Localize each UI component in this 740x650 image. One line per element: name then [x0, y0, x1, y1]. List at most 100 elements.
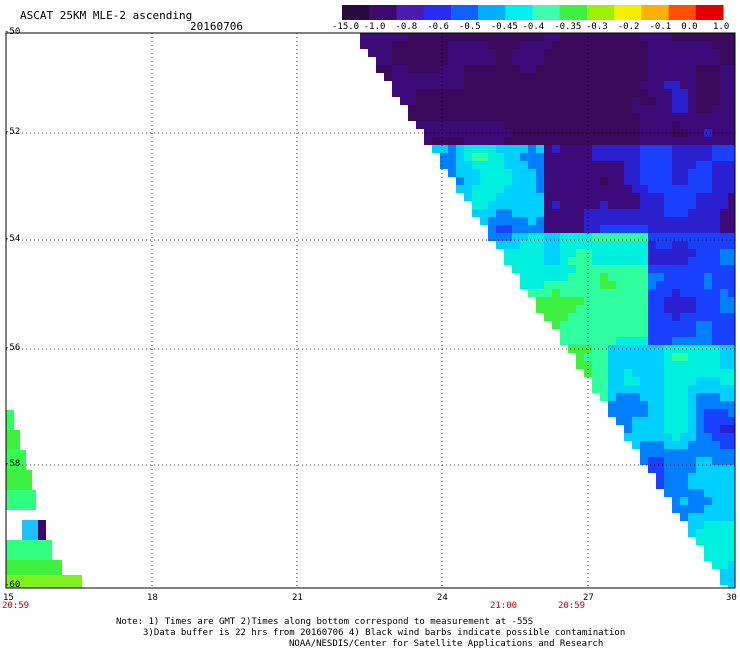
swath-cell	[616, 305, 624, 313]
swath-cell	[632, 281, 640, 289]
swath-cell	[552, 81, 560, 89]
swath-cell	[600, 225, 608, 233]
swath-cell	[640, 401, 648, 409]
swath-cell	[624, 161, 632, 169]
swath-cell	[632, 385, 640, 393]
swath-cell	[512, 233, 520, 241]
swath-cell	[712, 489, 720, 497]
swath-cell	[400, 57, 408, 65]
swath-cell	[576, 153, 584, 161]
swath-cell	[672, 273, 680, 281]
swath-cell	[632, 121, 640, 129]
swath-cell	[680, 65, 688, 73]
swath-cell	[688, 65, 696, 73]
swath-cell	[704, 441, 712, 449]
swath-cell	[728, 249, 735, 257]
swath-cell	[504, 161, 512, 169]
swath-cell	[536, 177, 544, 185]
swath-cell	[544, 121, 552, 129]
swath-cell	[696, 457, 704, 465]
swath-cell	[528, 201, 536, 209]
swath-cell	[720, 113, 728, 121]
swath-cell	[688, 297, 696, 305]
swath-cell	[704, 153, 712, 161]
swath-cell	[728, 329, 735, 337]
swath-cell	[696, 241, 704, 249]
swath-cell	[680, 97, 688, 105]
swath-cell	[592, 297, 600, 305]
swath-cell	[720, 361, 728, 369]
swath-cell	[456, 57, 464, 65]
swath-cell	[560, 217, 568, 225]
swath-cell	[608, 385, 616, 393]
swath-cell	[656, 257, 664, 265]
swath-cell	[392, 73, 400, 81]
swath-cell	[552, 185, 560, 193]
swath-cell	[552, 113, 560, 121]
swath-cell	[608, 241, 616, 249]
swath-cell	[624, 121, 632, 129]
swath-cell	[448, 161, 456, 169]
swath-cell	[432, 89, 440, 97]
swath-cell	[440, 49, 448, 57]
swath-cell	[728, 537, 735, 545]
swath-cell	[592, 145, 600, 153]
swath-cell	[640, 353, 648, 361]
swath-cell	[616, 145, 624, 153]
swath-cell	[712, 417, 720, 425]
swath-cell	[696, 113, 704, 121]
swath-cell	[464, 49, 472, 57]
swath-cell	[544, 113, 552, 121]
swath-cell	[560, 169, 568, 177]
swath-cell	[608, 209, 616, 217]
swath-cell	[704, 521, 712, 529]
swath-cell	[520, 265, 528, 273]
swath-cell	[472, 161, 480, 169]
swath-cell	[600, 273, 608, 281]
swath-cell	[544, 177, 552, 185]
colorbar-swatch	[450, 5, 479, 20]
swath-cell	[624, 361, 632, 369]
swath-cell	[552, 233, 560, 241]
swath-cell	[664, 457, 672, 465]
swath-cell	[664, 233, 672, 241]
swath-cell	[672, 425, 680, 433]
swath-cell	[512, 81, 520, 89]
swath-cell	[672, 113, 680, 121]
swath-cell	[696, 41, 704, 49]
swath-cell	[376, 33, 384, 41]
swath-cell	[576, 209, 584, 217]
swath-cell	[544, 129, 552, 137]
swath-cell	[624, 313, 632, 321]
swath-cell	[648, 89, 656, 97]
swath-cell	[608, 337, 616, 345]
swath-cell	[456, 49, 464, 57]
swath-cell	[392, 65, 400, 73]
swath-cell	[712, 473, 720, 481]
swath-cell	[568, 225, 576, 233]
swath-cell	[712, 97, 720, 105]
swath-cell	[696, 105, 704, 113]
swath-cell	[656, 65, 664, 73]
swath-cell	[616, 49, 624, 57]
swath-cell	[696, 257, 704, 265]
colorbar-swatch	[614, 5, 642, 20]
swath-cell	[472, 49, 480, 57]
swath-cell	[728, 393, 735, 401]
swath-cell	[568, 65, 576, 73]
swath-cell	[576, 121, 584, 129]
swath-cell	[664, 89, 672, 97]
swath-cell	[704, 337, 712, 345]
product-date: 20160706	[190, 20, 243, 33]
swath-cell	[616, 185, 624, 193]
swath-cell	[672, 209, 680, 217]
swath-cell	[640, 425, 648, 433]
swath-cell	[648, 313, 656, 321]
swath-cell	[664, 345, 672, 353]
swath-cell	[680, 385, 688, 393]
swath-cell	[416, 57, 424, 65]
swath-cell	[728, 433, 735, 441]
swath-cell	[696, 153, 704, 161]
swath-cell	[648, 249, 656, 257]
swath-cell	[464, 137, 472, 145]
